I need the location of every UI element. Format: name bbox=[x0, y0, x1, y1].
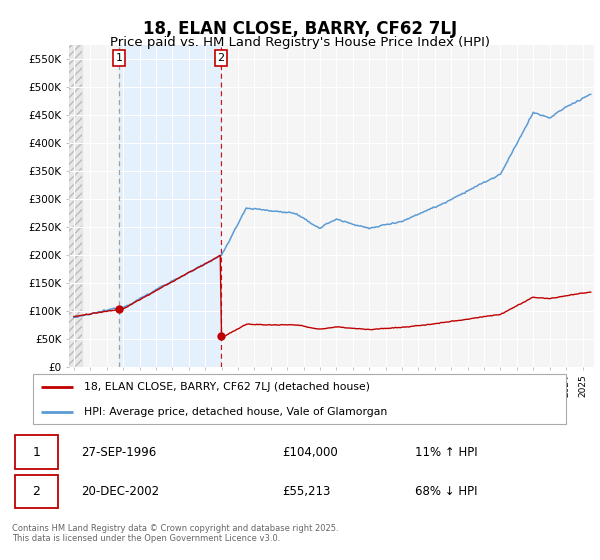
Text: 1: 1 bbox=[32, 446, 40, 459]
Text: £55,213: £55,213 bbox=[283, 485, 331, 498]
Text: 18, ELAN CLOSE, BARRY, CF62 7LJ: 18, ELAN CLOSE, BARRY, CF62 7LJ bbox=[143, 20, 457, 38]
Text: Contains HM Land Registry data © Crown copyright and database right 2025.
This d: Contains HM Land Registry data © Crown c… bbox=[12, 524, 338, 543]
FancyBboxPatch shape bbox=[15, 436, 58, 469]
Text: 2: 2 bbox=[218, 53, 224, 63]
Text: 20-DEC-2002: 20-DEC-2002 bbox=[81, 485, 159, 498]
Text: 2: 2 bbox=[32, 485, 40, 498]
Text: HPI: Average price, detached house, Vale of Glamorgan: HPI: Average price, detached house, Vale… bbox=[84, 407, 387, 417]
FancyBboxPatch shape bbox=[15, 475, 58, 508]
Text: 1: 1 bbox=[115, 53, 122, 63]
Text: 68% ↓ HPI: 68% ↓ HPI bbox=[415, 485, 478, 498]
FancyBboxPatch shape bbox=[33, 374, 566, 424]
Bar bbox=[69, 45, 82, 367]
Text: 11% ↑ HPI: 11% ↑ HPI bbox=[415, 446, 478, 459]
Text: 18, ELAN CLOSE, BARRY, CF62 7LJ (detached house): 18, ELAN CLOSE, BARRY, CF62 7LJ (detache… bbox=[84, 382, 370, 393]
Text: £104,000: £104,000 bbox=[283, 446, 338, 459]
Text: Price paid vs. HM Land Registry's House Price Index (HPI): Price paid vs. HM Land Registry's House … bbox=[110, 36, 490, 49]
Bar bbox=[119, 45, 221, 367]
Bar bbox=[69, 45, 82, 367]
Text: 27-SEP-1996: 27-SEP-1996 bbox=[81, 446, 157, 459]
